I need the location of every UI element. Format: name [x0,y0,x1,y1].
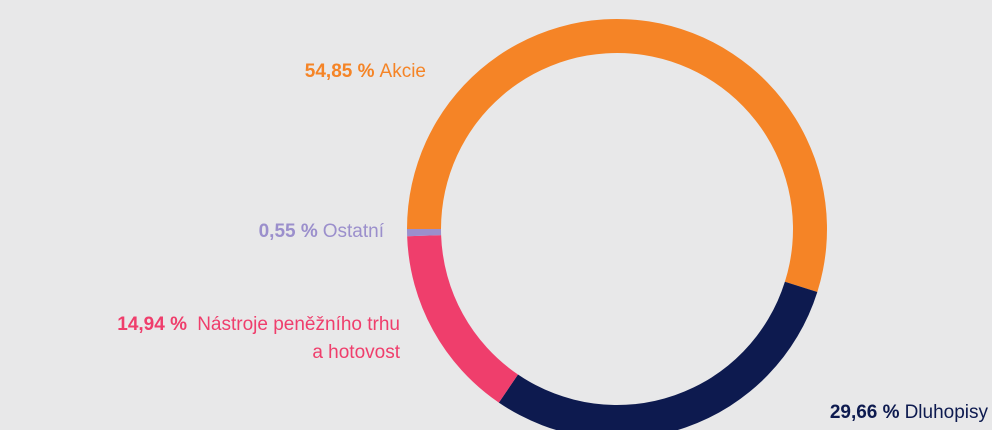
category-label: Ostatní [322,221,384,242]
value-label: 0,55 % [258,221,318,242]
value-label: 14,94 % [117,314,187,335]
value-label: 29,66 % [829,402,900,423]
donut-segment [407,235,518,403]
donut-segment [407,229,442,237]
slice-label: 0,55 % Ostatní [259,218,384,246]
category-label: Dluhopisy [904,402,988,423]
category-label: Akcie [379,61,426,82]
slice-label: 14,94 % Nástroje peněžního trhu a hotovos… [117,311,400,367]
slice-label: 54,85 % Akcie [305,58,426,86]
category-label: Nástroje peněžního trhu a hotovost [197,314,400,363]
donut-segment [498,281,818,430]
slice-label: 29,66 % Dluhopisy [830,399,988,427]
donut-segment [407,18,828,293]
value-label: 54,85 % [304,61,375,82]
